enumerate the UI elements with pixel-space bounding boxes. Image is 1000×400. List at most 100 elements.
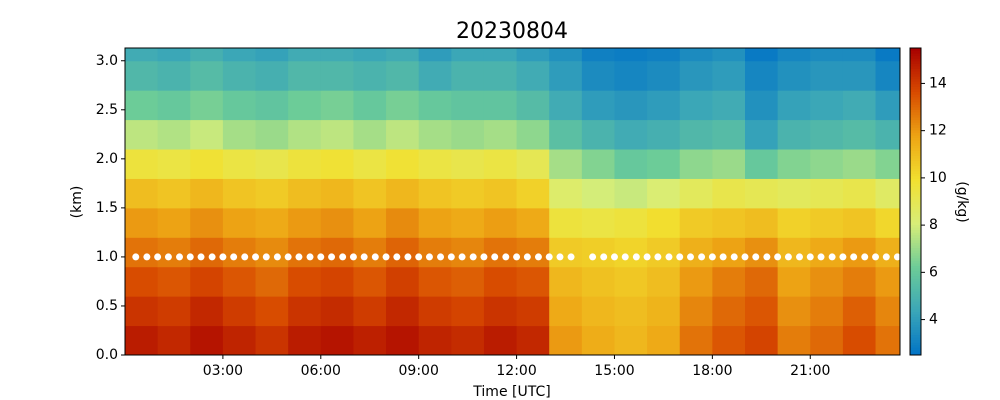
heatmap-cell [255, 119, 289, 150]
marker [143, 253, 151, 261]
marker [893, 253, 900, 261]
heatmap-cell [353, 207, 387, 238]
marker [230, 253, 238, 261]
colorbar-step [910, 99, 921, 103]
heatmap-cell [483, 60, 518, 91]
heatmap-cell [516, 296, 550, 327]
marker [784, 253, 792, 261]
heatmap-cell [679, 90, 713, 121]
heatmap-cell [810, 266, 844, 297]
marker [513, 253, 521, 261]
colorbar-step [910, 48, 921, 52]
heatmap-cell [549, 266, 583, 297]
heatmap-cell [255, 207, 289, 238]
colorbar-step [910, 142, 921, 146]
marker [534, 253, 542, 261]
heatmap-cell [386, 296, 420, 327]
heatmap-cell [614, 207, 648, 238]
marker [567, 253, 575, 261]
heatmap-cell [516, 48, 550, 62]
heatmap-cell [255, 325, 289, 355]
colorbar-step [910, 173, 921, 177]
heatmap-cell [647, 149, 681, 179]
marker [556, 253, 564, 261]
heatmap-cell [483, 119, 518, 150]
marker [437, 253, 445, 261]
colorbar-step [910, 275, 921, 279]
heatmap-cell [386, 90, 420, 121]
heatmap-cell [222, 296, 257, 327]
colorbar-step [910, 255, 921, 259]
heatmap-cell [875, 48, 900, 62]
colorbar-step [910, 188, 921, 192]
heatmap-cell [386, 237, 420, 268]
colorbar-step [910, 342, 921, 346]
marker [698, 253, 706, 261]
heatmap-cell [222, 207, 257, 238]
colorbar-step [910, 321, 921, 325]
heatmap-cell [842, 178, 877, 209]
marker [317, 253, 325, 261]
heatmap-cell [842, 60, 877, 91]
heatmap-cell [516, 149, 550, 179]
colorbar-step [910, 160, 921, 164]
plot-frame [124, 47, 901, 356]
heatmap-cell [516, 119, 550, 150]
heatmap-cell [842, 296, 877, 327]
heatmap-cell [777, 48, 811, 62]
colorbar-tick-label: 6 [929, 264, 938, 280]
heatmap-cell [679, 178, 713, 209]
heatmap-cell [125, 90, 159, 121]
heatmap-cell [157, 178, 191, 209]
colorbar-step [910, 337, 921, 341]
marker [175, 253, 183, 261]
heatmap-cell [125, 207, 159, 238]
heatmap-cell [875, 207, 900, 238]
heatmap-cell [516, 207, 550, 238]
colorbar-step [910, 81, 921, 85]
colorbar-tick-label: 14 [929, 75, 947, 91]
heatmap-cell [810, 149, 844, 179]
colorbar-step [910, 104, 921, 108]
colorbar-step [910, 334, 921, 338]
x-tick-label: 18:00 [692, 363, 732, 379]
heatmap-cell [549, 149, 583, 179]
y-tick-label: 1.0 [96, 249, 118, 265]
colorbar-step [910, 308, 921, 313]
marker [219, 253, 227, 261]
heatmap-cell [581, 48, 615, 62]
heatmap-cell [745, 119, 779, 150]
colorbar-step [910, 260, 921, 264]
marker [132, 253, 140, 261]
marker [339, 253, 347, 261]
marker [360, 253, 368, 261]
heatmap-cell [516, 60, 550, 91]
x-tick-label: 12:00 [496, 363, 536, 379]
x-tick-label: 15:00 [594, 363, 634, 379]
heatmap-cell [125, 60, 159, 91]
colorbar-step [910, 280, 921, 284]
heatmap-cell [353, 296, 387, 327]
colorbar-step [910, 237, 921, 241]
heatmap-cell [222, 119, 257, 150]
heatmap-cell [353, 60, 387, 91]
colorbar-step [910, 227, 921, 231]
heatmap-cell [157, 48, 191, 62]
colorbar-step [910, 96, 921, 100]
heatmap-cell [549, 237, 583, 268]
colorbar-step [910, 140, 921, 144]
heatmap-cell [647, 90, 681, 121]
heatmap-cell [320, 60, 354, 91]
heatmap-cell [810, 90, 844, 121]
colorbar-step [910, 60, 921, 64]
heatmap-cell [745, 325, 779, 355]
heatmap-cell [483, 149, 518, 179]
marker [458, 253, 466, 261]
heatmap-cell [549, 178, 583, 209]
colorbar-step [910, 229, 921, 233]
heatmap-cell [712, 48, 746, 62]
heatmap-cell [745, 296, 779, 327]
colorbar-step [910, 119, 921, 123]
heatmap-cell [157, 119, 191, 150]
marker [502, 253, 510, 261]
